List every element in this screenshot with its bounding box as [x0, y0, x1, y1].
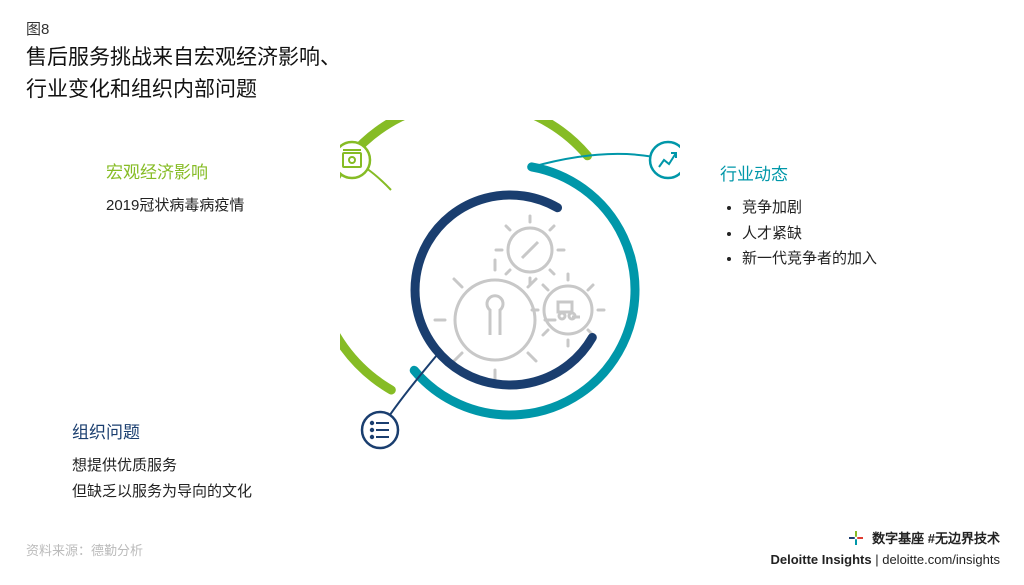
trend-icon	[650, 142, 680, 178]
footer-tagline-text: 数字基座 #无边界技术	[872, 531, 1000, 546]
spark-icon	[849, 531, 863, 548]
inner-ring	[415, 195, 592, 385]
footer-sep: |	[872, 552, 883, 567]
list-item: 新一代竞争者的加入	[742, 246, 877, 272]
source-note: 资料来源：德勤分析	[26, 540, 143, 559]
list-item: 竞争加剧	[742, 195, 877, 221]
figure-label: 图8	[26, 18, 49, 39]
org-body: 想提供优质服务 但缺乏以服务为导向的文化	[72, 453, 252, 504]
list-item: 人才紧缺	[742, 221, 877, 247]
industry-list: 竞争加剧 人才紧缺 新一代竞争者的加入	[720, 195, 877, 272]
list-icon	[362, 412, 398, 448]
macro-block: 宏观经济影响 2019冠状病毒病疫情	[106, 158, 244, 219]
title-line1: 售后服务挑战来自宏观经济影响、	[26, 46, 341, 69]
org-block: 组织问题 想提供优质服务 但缺乏以服务为导向的文化	[72, 418, 252, 504]
industry-heading: 行业动态	[720, 160, 877, 185]
macro-body: 2019冠状病毒病疫情	[106, 193, 244, 219]
footer-brand: Deloitte Insights	[770, 552, 871, 567]
page-title: 售后服务挑战来自宏观经济影响、 行业变化和组织内部问题	[26, 42, 341, 105]
ring-diagram	[340, 120, 680, 460]
org-heading: 组织问题	[72, 418, 252, 443]
footer: 数字基座 #无边界技术 Deloitte Insights | deloitte…	[770, 528, 1000, 567]
footer-url: deloitte.com/insights	[882, 552, 1000, 567]
macro-heading: 宏观经济影响	[106, 158, 244, 183]
money-icon	[340, 142, 370, 178]
title-line2: 行业变化和组织内部问题	[26, 78, 257, 101]
industry-block: 行业动态 竞争加剧 人才紧缺 新一代竞争者的加入	[720, 160, 877, 272]
